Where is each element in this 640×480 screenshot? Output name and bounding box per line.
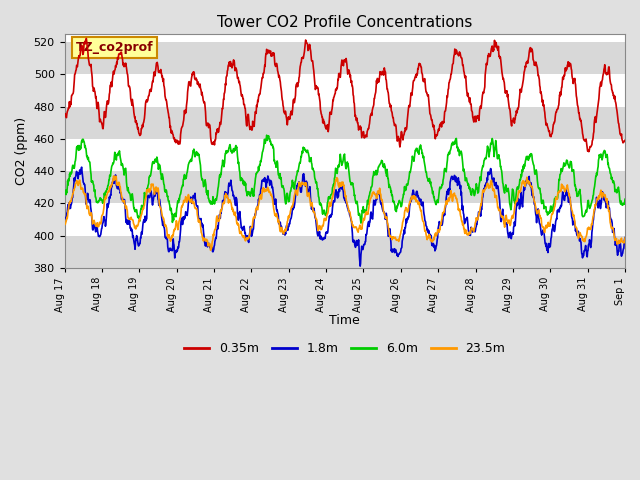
Bar [65,139,625,171]
Bar [65,42,625,74]
Bar [65,236,625,268]
Legend: 0.35m, 1.8m, 6.0m, 23.5m: 0.35m, 1.8m, 6.0m, 23.5m [179,337,511,360]
Title: Tower CO2 Profile Concentrations: Tower CO2 Profile Concentrations [217,15,472,30]
Bar [65,171,625,204]
Text: TZ_co2prof: TZ_co2prof [76,41,154,54]
Bar [65,107,625,139]
X-axis label: Time: Time [330,314,360,327]
Bar [65,204,625,236]
Y-axis label: CO2 (ppm): CO2 (ppm) [15,117,28,185]
Bar [65,74,625,107]
